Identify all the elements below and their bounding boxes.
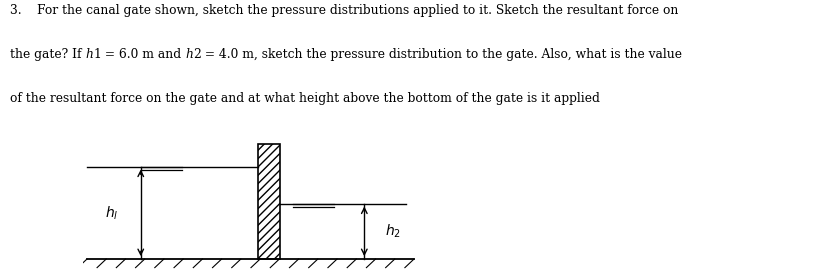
Bar bbox=[257, 144, 280, 259]
Text: h: h bbox=[184, 48, 193, 61]
Text: = 4.0 m, sketch the pressure distribution to the gate. Also, what is the value: = 4.0 m, sketch the pressure distributio… bbox=[200, 48, 681, 61]
Text: 2: 2 bbox=[193, 48, 200, 61]
Text: h: h bbox=[85, 48, 93, 61]
Bar bbox=[257, 144, 280, 259]
Text: $h_2$: $h_2$ bbox=[385, 223, 401, 240]
Text: $h_l$: $h_l$ bbox=[105, 204, 118, 222]
Text: 3.    For the canal gate shown, sketch the pressure distributions applied to it.: 3. For the canal gate shown, sketch the … bbox=[10, 4, 677, 17]
Text: 1: 1 bbox=[93, 48, 101, 61]
Text: of the resultant force on the gate and at what height above the bottom of the ga: of the resultant force on the gate and a… bbox=[10, 92, 599, 105]
Text: = 6.0 m and: = 6.0 m and bbox=[101, 48, 184, 61]
Text: the gate? If: the gate? If bbox=[10, 48, 85, 61]
